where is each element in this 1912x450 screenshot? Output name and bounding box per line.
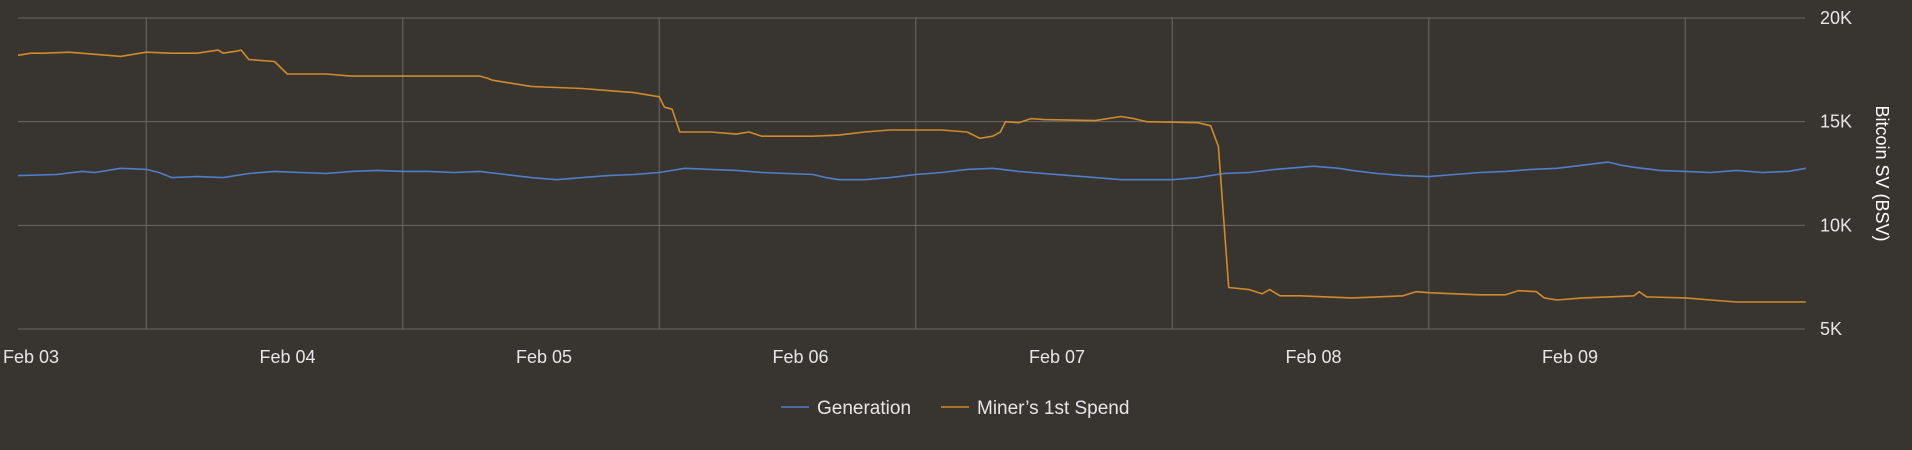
x-tick-label: Feb 06 bbox=[772, 347, 828, 367]
x-tick-label: Feb 04 bbox=[259, 347, 315, 367]
x-tick-label: Feb 05 bbox=[516, 347, 572, 367]
y-axis: 5K 10K 15K 20K bbox=[1820, 8, 1852, 339]
x-tick-label: Feb 09 bbox=[1542, 347, 1598, 367]
legend-item-miners-first-spend: Miner’s 1st Spend bbox=[941, 398, 1129, 419]
y-axis-title: Bitcoin SV (BSV) bbox=[1872, 105, 1892, 241]
x-axis: Feb 03 Feb 04 Feb 05 Feb 06 Feb 07 Feb 08 Feb … bbox=[3, 347, 1598, 367]
legend-label: Miner’s 1st Spend bbox=[977, 398, 1129, 419]
y-tick-label: 20K bbox=[1820, 8, 1852, 28]
generation-line bbox=[17, 161, 1806, 181]
x-tick-label: Feb 07 bbox=[1029, 347, 1085, 367]
y-tick-label: 5K bbox=[1820, 319, 1842, 339]
grid bbox=[18, 17, 1805, 330]
y-tick-label: 10K bbox=[1820, 215, 1852, 235]
y-tick-label: 15K bbox=[1820, 112, 1852, 132]
miners-first-spend-line bbox=[17, 49, 1806, 303]
legend: Generation Miner’s 1st Spend bbox=[781, 398, 1129, 419]
legend-label: Generation bbox=[817, 398, 911, 419]
series-lines bbox=[17, 49, 1806, 303]
x-tick-label: Feb 08 bbox=[1285, 347, 1341, 367]
legend-item-generation: Generation bbox=[781, 398, 911, 419]
x-tick-label: Feb 03 bbox=[3, 347, 59, 367]
